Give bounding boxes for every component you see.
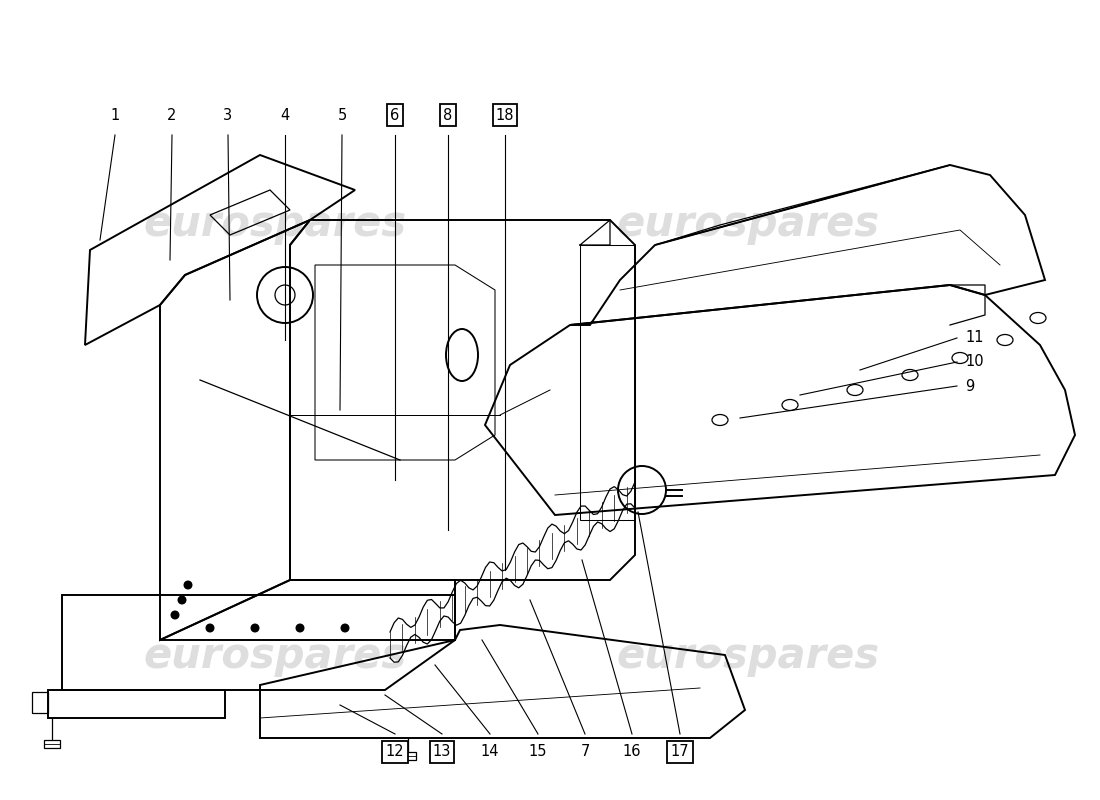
Text: 6: 6 [390,107,399,122]
Text: 18: 18 [496,107,515,122]
Text: 11: 11 [965,330,983,346]
Text: 9: 9 [965,378,975,394]
Text: 2: 2 [167,107,177,122]
Bar [44,740,60,748]
Bar [400,752,416,760]
Text: eurospares: eurospares [143,203,407,245]
Circle shape [296,624,304,632]
Text: eurospares: eurospares [143,635,407,677]
Circle shape [172,611,179,619]
Circle shape [178,596,186,604]
Circle shape [184,581,191,589]
Text: 7: 7 [581,745,590,759]
Text: 13: 13 [432,745,451,759]
Text: eurospares: eurospares [616,635,880,677]
Circle shape [341,624,349,632]
Text: 15: 15 [529,745,548,759]
Text: 14: 14 [481,745,499,759]
Text: 5: 5 [338,107,346,122]
Text: 10: 10 [965,354,983,370]
Text: 17: 17 [671,745,690,759]
Text: 12: 12 [386,745,405,759]
Text: 1: 1 [110,107,120,122]
Text: 3: 3 [223,107,232,122]
Circle shape [251,624,258,632]
Text: eurospares: eurospares [616,203,880,245]
Text: 8: 8 [443,107,452,122]
Text: 16: 16 [623,745,641,759]
Text: 4: 4 [280,107,289,122]
Circle shape [206,624,213,632]
